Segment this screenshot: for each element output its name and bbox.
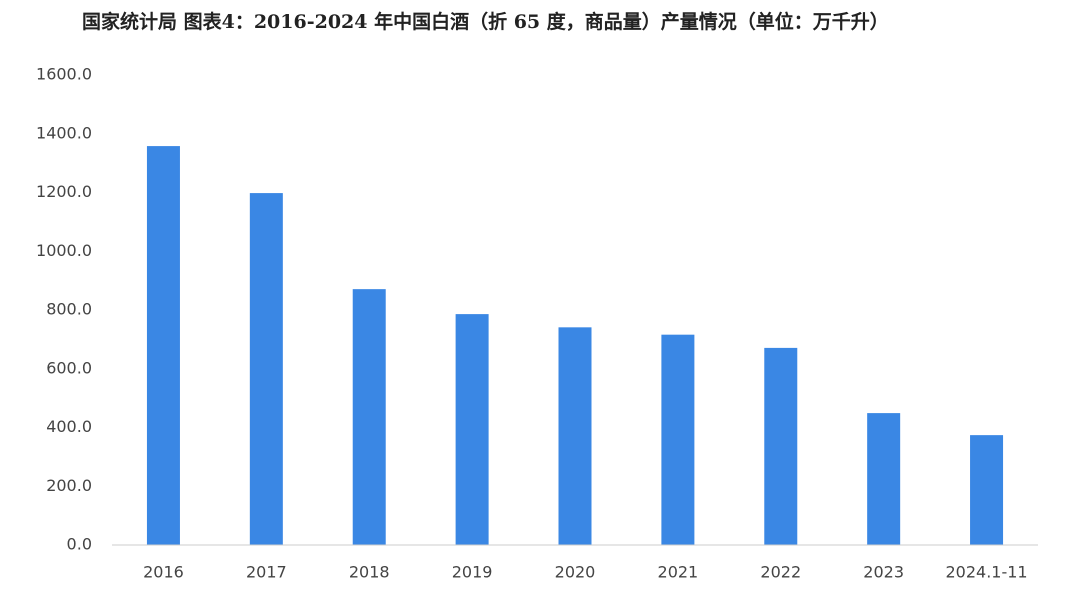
x-tick-label: 2018 (349, 563, 390, 582)
bar (970, 435, 1004, 545)
bar (764, 347, 798, 545)
x-tick-label: 2016 (143, 563, 184, 582)
bar (558, 327, 592, 545)
bar (455, 314, 489, 545)
y-tick-label: 400.0 (46, 417, 92, 436)
x-tick-label: 2017 (246, 563, 287, 582)
bar (661, 334, 695, 545)
y-tick-label: 600.0 (46, 358, 92, 377)
bar (352, 289, 386, 545)
x-tick-label: 2022 (760, 563, 801, 582)
y-tick-label: 200.0 (46, 476, 92, 495)
y-tick-label: 1400.0 (36, 123, 92, 142)
y-tick-label: 1000.0 (36, 241, 92, 260)
y-tick-label: 800.0 (46, 300, 92, 319)
bar (249, 193, 283, 545)
y-tick-label: 0.0 (67, 535, 92, 554)
y-tick-label: 1600.0 (36, 65, 92, 84)
y-tick-label: 1200.0 (36, 182, 92, 201)
x-tick-label: 2020 (555, 563, 596, 582)
bar (867, 413, 901, 545)
chart-title: 国家统计局 图表4：2016-2024 年中国白酒（折 65 度，商品量）产量情… (82, 10, 889, 33)
x-tick-label: 2019 (452, 563, 493, 582)
x-tick-label: 2023 (863, 563, 904, 582)
bar (146, 146, 180, 545)
x-tick-label: 2021 (658, 563, 699, 582)
x-tick-label: 2024.1-11 (945, 563, 1027, 582)
